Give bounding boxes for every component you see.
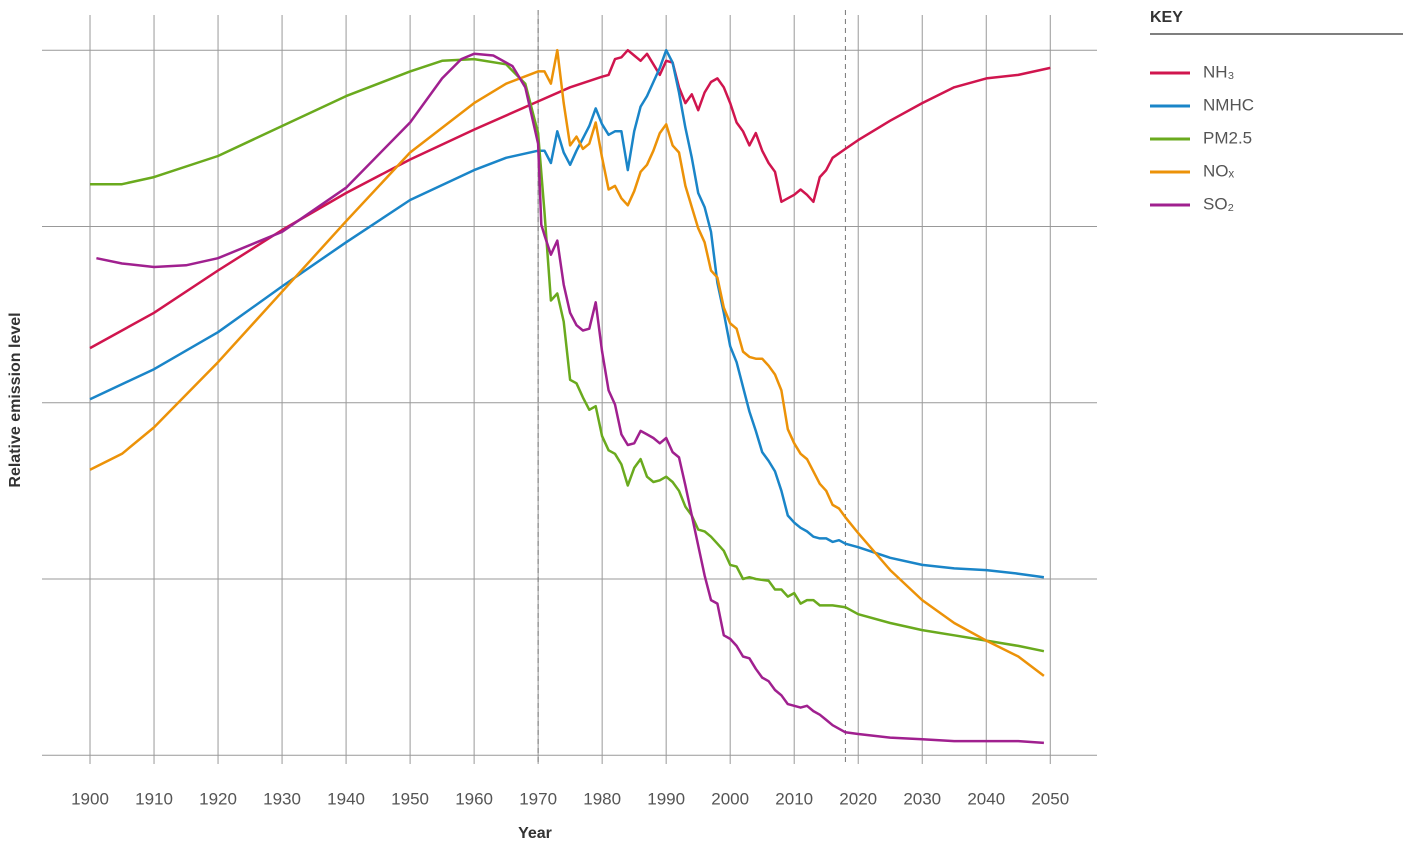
x-tick-label: 1960 <box>455 789 493 808</box>
x-tick-label: 1990 <box>647 789 685 808</box>
x-tick-label: 1920 <box>199 789 237 808</box>
x-axis-label: Year <box>518 825 552 842</box>
legend-label: PM2.5 <box>1203 128 1252 147</box>
x-tick-label: 1900 <box>71 789 109 808</box>
series-line <box>89 48 1051 350</box>
x-tick-label: 1950 <box>391 789 429 808</box>
y-axis-label: Relative emission level <box>7 312 24 487</box>
x-tick-label: 1930 <box>263 789 301 808</box>
legend-label: NOₓ <box>1203 161 1235 180</box>
x-tick-label: 1970 <box>519 789 557 808</box>
series-line <box>89 48 1045 677</box>
x-tick-label: 1940 <box>327 789 365 808</box>
legend-label: SO₂ <box>1203 194 1234 213</box>
x-tick-label: 2010 <box>775 789 813 808</box>
x-tick-label: 2030 <box>903 789 941 808</box>
x-tick-label: 2050 <box>1031 789 1069 808</box>
x-tick-label: 2040 <box>967 789 1005 808</box>
x-tick-label: 1980 <box>583 789 621 808</box>
series-line <box>90 57 1045 653</box>
legend-title: KEY <box>1150 9 1183 26</box>
legend-label: NMHC <box>1203 95 1254 114</box>
series-line <box>89 48 1045 579</box>
x-tick-label: 2000 <box>711 789 749 808</box>
x-tick-label: 2020 <box>839 789 877 808</box>
series-line <box>96 52 1044 745</box>
x-tick-label: 1910 <box>135 789 173 808</box>
legend-label: NH₃ <box>1203 62 1234 81</box>
